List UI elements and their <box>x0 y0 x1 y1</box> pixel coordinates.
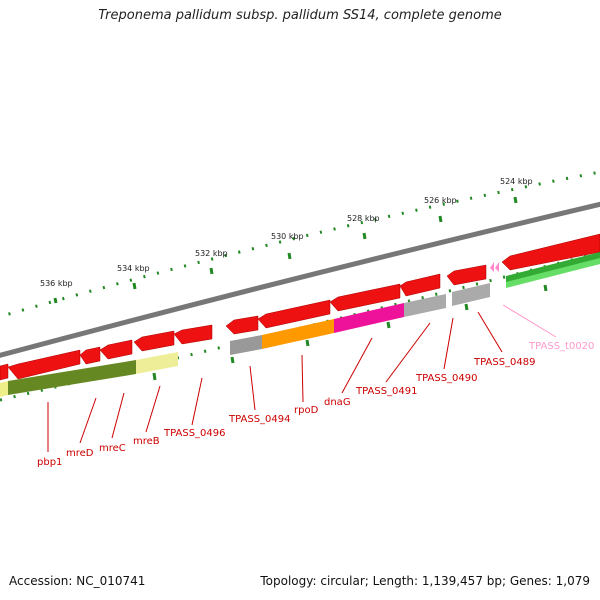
scale-label: 524 kbp <box>500 177 533 186</box>
backbone-arc <box>0 201 600 358</box>
ruler-tick <box>543 284 548 292</box>
gene-label-mreD: mreD <box>66 448 94 459</box>
gene-arrow-dnaG <box>329 283 401 312</box>
ruler-tick <box>438 215 443 223</box>
scale-label: 532 kbp <box>195 249 228 258</box>
ruler-tick <box>464 303 469 311</box>
ruler-tick <box>209 267 214 275</box>
scale-label: 528 kbp <box>347 214 380 223</box>
ruler-tick <box>305 339 310 347</box>
scale-label: 526 kbp <box>424 196 457 205</box>
gene-arrow-TPASS_0495 <box>173 324 213 345</box>
gene-label-TPASS_0494: TPASS_0494 <box>228 414 290 425</box>
leader-line <box>502 304 557 338</box>
feature-block <box>8 360 136 395</box>
scale-labels: 536 kbp 534 kbp 532 kbp 530 kbp 528 kbp … <box>40 177 533 288</box>
leader-line <box>477 311 503 353</box>
leader-line <box>443 317 454 370</box>
scale-label: 530 kbp <box>271 232 304 241</box>
gene-label-TPASS_0491: TPASS_0491 <box>355 386 417 397</box>
leader-lines <box>47 304 557 452</box>
feature-track <box>0 252 600 397</box>
gene-label-mreC: mreC <box>99 443 126 454</box>
leader-line <box>301 354 304 403</box>
gene-arrow-mreB <box>99 339 133 360</box>
feature-block <box>404 294 446 317</box>
trna-arrow <box>495 262 499 272</box>
gene-labels: pbp1 mreD mreC mreB TPASS_0496 TPASS_049… <box>37 341 594 468</box>
gene-arrow-TPASS_0494 <box>225 315 259 335</box>
ruler-tick <box>386 321 391 329</box>
accession-text: Accession: NC_010741 <box>9 574 146 588</box>
leader-line <box>249 365 256 411</box>
gene-arrow-TPASS_0488 <box>501 233 600 271</box>
gene-arrow-rpoD <box>257 299 331 329</box>
feature-block <box>230 335 262 355</box>
gene-arrow-TPASS_0491 <box>399 273 441 297</box>
outer-ruler-dots <box>0 170 600 319</box>
feature-block <box>136 352 178 374</box>
gene-label-rpoD: rpoD <box>294 405 319 416</box>
feature-block <box>262 319 334 349</box>
feature-block <box>334 303 404 333</box>
genome-summary-text: Topology: circular; Length: 1,139,457 bp… <box>260 574 590 588</box>
leader-line <box>145 385 161 433</box>
leader-line <box>79 397 97 444</box>
gene-arrow-mreC <box>79 346 101 365</box>
trna-arrow <box>490 262 494 272</box>
ruler-tick <box>53 297 58 304</box>
ruler-tick <box>513 196 518 204</box>
gene-label-TPASS_t0020: TPASS_t0020 <box>528 341 594 352</box>
leader-line <box>341 337 373 394</box>
ruler-tick <box>230 356 235 364</box>
ruler-tick <box>287 252 292 260</box>
leader-line <box>191 377 203 426</box>
gene-label-TPASS_0490: TPASS_0490 <box>415 373 477 384</box>
ruler-tick <box>152 372 157 381</box>
backbone <box>0 201 600 358</box>
leader-line <box>385 322 431 383</box>
ruler-tick <box>132 282 137 290</box>
outer-ruler <box>0 170 600 319</box>
ruler-tick <box>362 232 367 240</box>
gene-label-TPASS_0489: TPASS_0489 <box>473 357 535 368</box>
map-title: Treponema pallidum subsp. pallidum SS14,… <box>98 8 502 23</box>
feature-block <box>452 283 490 306</box>
gene-label-TPASS_0496: TPASS_0496 <box>163 428 225 439</box>
leader-line <box>111 392 125 439</box>
gene-label-pbp1: pbp1 <box>37 457 62 468</box>
gene-track <box>0 233 600 381</box>
scale-label: 536 kbp <box>40 279 73 288</box>
gene-label-mreB: mreB <box>133 436 160 447</box>
gene-arrow-pbp1 <box>0 363 9 381</box>
scale-label: 534 kbp <box>117 264 150 273</box>
gene-arrow-mreD <box>7 349 81 380</box>
gene-label-dnaG: dnaG <box>324 397 351 408</box>
feature-block <box>506 258 600 288</box>
gene-arrow-TPASS_0496 <box>133 330 175 352</box>
feature-block <box>0 381 8 397</box>
gene-arrow-TPASS_0490 <box>446 264 487 286</box>
inner-ruler <box>0 251 600 402</box>
